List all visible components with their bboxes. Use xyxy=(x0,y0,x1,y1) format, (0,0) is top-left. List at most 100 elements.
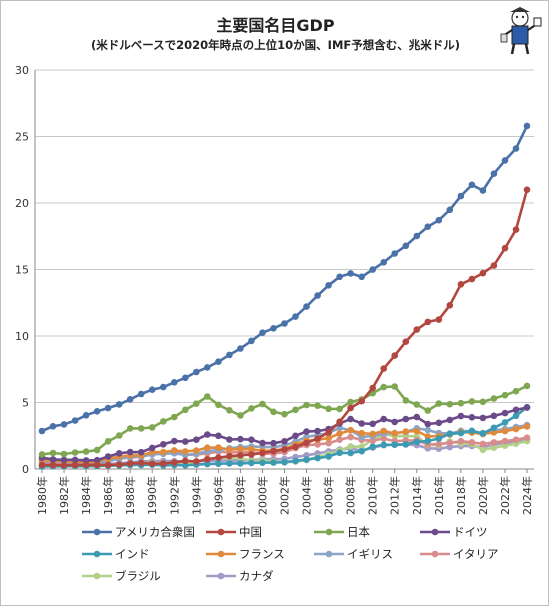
data-point xyxy=(281,458,288,466)
data-point xyxy=(435,435,443,442)
data-point xyxy=(336,430,343,437)
data-point xyxy=(237,435,244,443)
legend-label: ブラジル xyxy=(115,569,161,583)
legend-item: ドイツ xyxy=(420,523,488,541)
data-point xyxy=(259,449,266,457)
data-point xyxy=(259,329,266,337)
legend-item: フランス xyxy=(206,545,285,563)
data-point xyxy=(490,439,498,446)
data-point xyxy=(292,432,299,440)
data-point xyxy=(347,433,354,441)
data-point xyxy=(490,262,498,269)
data-point xyxy=(512,145,520,152)
legend-swatch xyxy=(206,528,236,536)
data-point xyxy=(523,382,531,390)
data-point xyxy=(446,430,454,438)
legend-label: 日本 xyxy=(347,525,370,539)
y-tick-label: 20 xyxy=(15,197,29,210)
data-point xyxy=(204,460,211,468)
series-0 xyxy=(38,122,531,435)
y-tick-label: 30 xyxy=(15,64,29,77)
legend-item: イギリス xyxy=(314,545,393,563)
data-point xyxy=(413,427,421,435)
data-point xyxy=(237,452,244,459)
data-point xyxy=(38,451,46,458)
data-point xyxy=(479,430,487,437)
data-point xyxy=(160,441,167,448)
series-3 xyxy=(38,404,531,464)
x-tick-label: 1994年 xyxy=(189,476,203,515)
data-point xyxy=(248,451,255,458)
data-point xyxy=(226,446,233,453)
data-point xyxy=(501,427,509,435)
data-point xyxy=(204,393,211,400)
data-point xyxy=(501,442,509,450)
data-point xyxy=(435,400,443,407)
data-point xyxy=(490,170,498,177)
data-point xyxy=(424,407,432,414)
series-line xyxy=(41,125,529,433)
data-point xyxy=(468,275,476,283)
data-point xyxy=(292,457,299,465)
data-point xyxy=(226,407,233,414)
data-point xyxy=(314,402,321,410)
series-2 xyxy=(38,382,531,458)
data-point xyxy=(281,446,288,453)
data-point xyxy=(523,423,531,430)
data-point xyxy=(281,410,288,418)
data-point xyxy=(248,445,255,453)
data-point xyxy=(380,441,388,449)
legend-swatch xyxy=(206,550,236,558)
data-point xyxy=(457,399,465,407)
data-point xyxy=(435,216,443,224)
data-point xyxy=(248,405,255,412)
data-point xyxy=(38,461,46,469)
data-point xyxy=(380,365,388,372)
data-point xyxy=(369,430,377,438)
data-point xyxy=(446,439,454,447)
x-tick-label: 2000年 xyxy=(255,476,269,515)
data-point xyxy=(303,303,310,310)
data-point xyxy=(126,460,134,467)
data-point xyxy=(523,404,531,411)
data-point xyxy=(314,435,321,442)
data-point xyxy=(468,398,476,405)
data-point xyxy=(457,192,465,200)
data-point xyxy=(468,414,476,421)
data-point xyxy=(160,448,167,456)
data-point xyxy=(49,423,57,430)
data-point xyxy=(380,435,388,442)
y-tick-label: 15 xyxy=(15,264,29,277)
data-point xyxy=(182,406,189,414)
x-tick-label: 2014年 xyxy=(410,476,424,515)
data-point xyxy=(435,440,443,448)
data-point xyxy=(336,449,343,457)
data-point xyxy=(104,404,112,412)
data-point xyxy=(347,449,354,457)
data-point xyxy=(369,437,377,445)
data-point xyxy=(93,456,101,464)
data-point xyxy=(193,458,200,465)
data-point xyxy=(104,453,112,460)
data-point xyxy=(49,456,57,463)
data-point xyxy=(259,400,266,408)
data-point xyxy=(347,426,354,434)
data-point xyxy=(490,424,498,432)
data-point xyxy=(148,460,156,468)
data-point xyxy=(424,223,432,230)
x-tick-label: 2008年 xyxy=(344,476,358,515)
data-point xyxy=(215,444,222,451)
data-point xyxy=(523,434,531,442)
data-point xyxy=(93,408,101,415)
data-point xyxy=(270,459,277,466)
data-point xyxy=(369,420,377,428)
data-point xyxy=(446,416,454,424)
data-point xyxy=(325,434,332,442)
y-tick-labels: 0 5 10 15 20 25 30 xyxy=(15,64,29,476)
data-point xyxy=(512,226,520,233)
data-point xyxy=(490,412,498,420)
data-point xyxy=(148,386,156,394)
legend-swatch xyxy=(82,550,112,558)
legend-label: カナダ xyxy=(239,569,274,583)
data-point xyxy=(358,420,366,427)
